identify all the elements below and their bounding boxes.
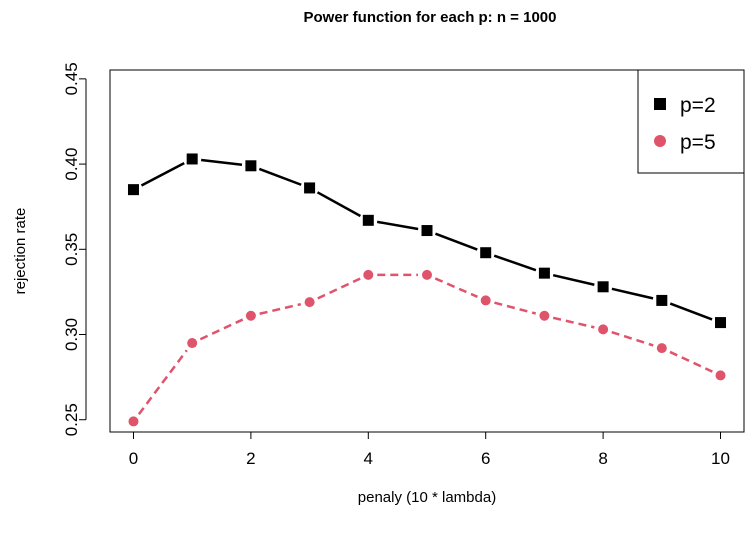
x-tick-label: 2 [246, 449, 255, 468]
y-axis: 0.25 0.30 0.35 0.40 0.45 [62, 62, 87, 436]
data-point [421, 225, 433, 237]
series-line-segment [611, 287, 654, 300]
series-line-segment [552, 316, 595, 329]
data-point [539, 310, 550, 321]
series-line-segment [258, 167, 302, 186]
data-point [245, 160, 257, 172]
legend-label: p=2 [680, 94, 716, 117]
legend: p=2 p=5 [637, 69, 745, 174]
data-point [538, 267, 550, 279]
series-1 [127, 153, 727, 329]
series-line-segment [493, 254, 537, 272]
data-point [127, 184, 139, 196]
series-line-segment [669, 350, 713, 373]
legend-marker [654, 98, 666, 110]
x-tick-label: 4 [364, 449, 373, 468]
series-line-segment [200, 158, 243, 166]
series-line-segment [669, 302, 713, 321]
series-2 [128, 269, 726, 427]
chart-title: Power function for each p: n = 1000 [304, 9, 557, 26]
data-point [128, 416, 139, 427]
series-line-segment [376, 220, 419, 231]
data-point [362, 214, 374, 226]
series-line-segment [259, 302, 302, 315]
data-point [422, 269, 432, 280]
y-tick-label: 0.25 [62, 403, 81, 436]
series-line-segment [611, 330, 654, 347]
data-point [656, 294, 668, 306]
series-line-segment [494, 301, 537, 315]
data-point [715, 317, 727, 329]
x-axis-label: penaly (10 * lambda) [358, 489, 496, 506]
series-line-segment [140, 162, 185, 187]
series-line-segment [434, 277, 478, 298]
x-tick-label: 10 [711, 449, 730, 468]
data-point [187, 338, 198, 349]
data-point [598, 324, 609, 335]
data-point [656, 343, 667, 354]
series-line-segment [316, 191, 362, 218]
y-tick-label: 0.40 [62, 148, 81, 181]
x-axis: 0 2 4 6 8 10 [129, 431, 730, 468]
y-tick-label: 0.35 [62, 233, 81, 266]
legend-box [637, 69, 745, 174]
data-point [304, 297, 315, 308]
data-point [597, 281, 609, 293]
series-line-segment [137, 349, 188, 415]
data-point [363, 269, 374, 280]
data-point [480, 295, 491, 306]
series-line-segment [552, 273, 595, 286]
x-tick-label: 6 [481, 449, 490, 468]
series-layer [127, 153, 727, 427]
data-point [480, 247, 492, 259]
data-point [186, 153, 198, 165]
y-axis-label: rejection rate [12, 208, 29, 295]
x-tick-label: 0 [129, 449, 138, 468]
series-line-segment [434, 232, 478, 251]
y-tick-label: 0.30 [62, 318, 81, 351]
y-tick-label: 0.45 [62, 62, 81, 95]
series-line-segment [317, 277, 361, 300]
series-line-segment [199, 318, 244, 341]
data-point [715, 370, 726, 381]
data-point [304, 182, 316, 194]
legend-marker [654, 135, 666, 147]
data-point [245, 310, 256, 321]
legend-label: p=5 [680, 131, 716, 154]
x-tick-label: 8 [598, 449, 607, 468]
